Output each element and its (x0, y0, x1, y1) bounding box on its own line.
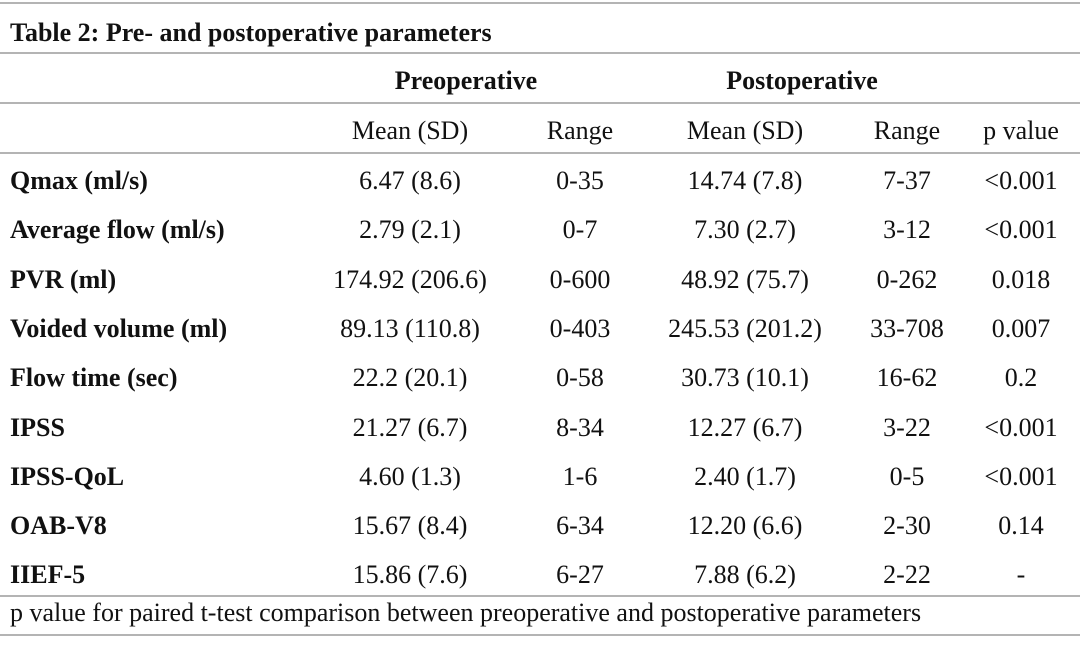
column-header-post-range: Range (873, 116, 941, 145)
p-value-cell: <0.001 (984, 412, 1058, 442)
table-footnote: p value for paired t-test comparison bet… (10, 598, 922, 627)
p-value-cell: - (1016, 560, 1026, 590)
p-value-cell: 0.2 (1004, 363, 1038, 393)
pre-mean-cell: 174.92 (206.6) (333, 264, 487, 294)
table-row: OAB-V8 15.67 (8.4) 6-34 12.20 (6.6) 2-30 0.14 (0, 501, 1080, 550)
column-header-pre-mean: Mean (SD) (351, 116, 469, 145)
row-label: Voided volume (ml) (10, 313, 228, 343)
post-range-cell: 0-262 (876, 264, 938, 294)
pre-range-cell: 0-35 (556, 166, 604, 195)
header-rule (0, 152, 1080, 154)
post-mean-cell: 12.27 (6.7) (687, 412, 803, 442)
post-mean-cell: 7.30 (2.7) (694, 215, 796, 245)
post-mean-cell: 12.20 (6.6) (687, 511, 803, 541)
post-range-cell: 3-22 (883, 412, 931, 442)
pre-range-cell: 0-7 (562, 215, 598, 245)
post-mean-cell: 245.53 (201.2) (668, 313, 822, 343)
pre-mean-cell: 6.47 (8.6) (359, 166, 461, 195)
row-label: Flow time (sec) (10, 363, 178, 393)
top-rule (0, 2, 1080, 4)
table-row: PVR (ml) 174.92 (206.6) 0-600 48.92 (75.7) 0… (0, 255, 1080, 304)
table-row: Voided volume (ml) 89.13 (110.8) 0-403 245.… (0, 304, 1080, 353)
pre-range-cell: 6-27 (556, 560, 604, 590)
post-range-cell: 33-708 (870, 313, 944, 343)
group-header-preoperative: Preoperative (394, 66, 538, 95)
table-row: Qmax (ml/s) 6.47 (8.6) 0-35 14.74 (7.8) 7-37… (0, 156, 1080, 205)
pre-range-cell: 6-34 (556, 511, 604, 541)
column-header-row: Mean (SD) Range Mean (SD) Range p value (0, 106, 1080, 155)
column-header-p-value: p value (983, 116, 1059, 145)
post-range-cell: 2-30 (883, 511, 931, 541)
post-range-cell: 7-37 (883, 166, 931, 195)
post-mean-cell: 7.88 (6.2) (694, 560, 796, 590)
table-row: IPSS 21.27 (6.7) 8-34 12.27 (6.7) 3-22 <0.001 (0, 403, 1080, 452)
table-row: IIEF-5 15.86 (7.6) 6-27 7.88 (6.2) 2-22 - (0, 550, 1080, 599)
p-value-cell: <0.001 (984, 461, 1058, 491)
row-label: IPSS-QoL (10, 461, 125, 491)
post-range-cell: 0-5 (889, 461, 925, 491)
post-range-cell: 3-12 (883, 215, 931, 245)
column-header-pre-range: Range (546, 116, 614, 145)
row-label: PVR (ml) (10, 264, 117, 294)
pre-mean-cell: 15.86 (7.6) (352, 560, 468, 590)
pre-mean-cell: 21.27 (6.7) (352, 412, 468, 442)
row-label: OAB-V8 (10, 511, 107, 541)
group-header-rule (0, 102, 1080, 104)
pre-range-cell: 0-58 (556, 363, 604, 393)
group-header-postoperative: Postoperative (726, 66, 878, 95)
post-mean-cell: 2.40 (1.7) (694, 461, 796, 491)
bottom-rule (0, 634, 1080, 636)
group-header-row: Preoperative Postoperative (0, 56, 1080, 105)
pre-range-cell: 1-6 (562, 461, 598, 491)
table-row: Average flow (ml/s) 2.79 (2.1) 0-7 7.30 (2.… (0, 205, 1080, 254)
p-value-cell: <0.001 (984, 215, 1058, 245)
pre-mean-cell: 89.13 (110.8) (340, 313, 480, 343)
pre-mean-cell: 4.60 (1.3) (359, 461, 461, 491)
column-header-post-mean: Mean (SD) (686, 116, 804, 145)
table-row: IPSS-QoL 4.60 (1.3) 1-6 2.40 (1.7) 0-5 <0.001 (0, 452, 1080, 501)
row-label: IPSS (10, 412, 65, 442)
pre-range-cell: 0-600 (549, 264, 611, 294)
body-bottom-rule (0, 595, 1080, 597)
post-mean-cell: 14.74 (7.8) (687, 166, 803, 195)
p-value-cell: 0.007 (991, 313, 1051, 343)
p-value-cell: 0.14 (998, 511, 1044, 541)
pre-range-cell: 8-34 (556, 412, 604, 442)
pre-mean-cell: 22.2 (20.1) (352, 363, 468, 393)
row-label: IIEF-5 (10, 560, 86, 590)
table-title: Table 2: Pre- and postoperative paramete… (10, 18, 492, 47)
post-range-cell: 16-62 (876, 363, 938, 393)
pre-mean-cell: 15.67 (8.4) (352, 511, 468, 541)
title-rule (0, 52, 1080, 54)
post-mean-cell: 30.73 (10.1) (681, 363, 809, 393)
pre-range-cell: 0-403 (549, 313, 611, 343)
p-value-cell: 0.018 (991, 264, 1051, 294)
post-mean-cell: 48.92 (75.7) (681, 264, 809, 294)
row-label: Average flow (ml/s) (10, 215, 225, 245)
table-row: Flow time (sec) 22.2 (20.1) 0-58 30.73 (10.… (0, 353, 1080, 402)
p-value-cell: <0.001 (984, 166, 1058, 195)
post-range-cell: 2-22 (883, 560, 931, 590)
row-label: Qmax (ml/s) (10, 166, 148, 195)
pre-mean-cell: 2.79 (2.1) (359, 215, 461, 245)
